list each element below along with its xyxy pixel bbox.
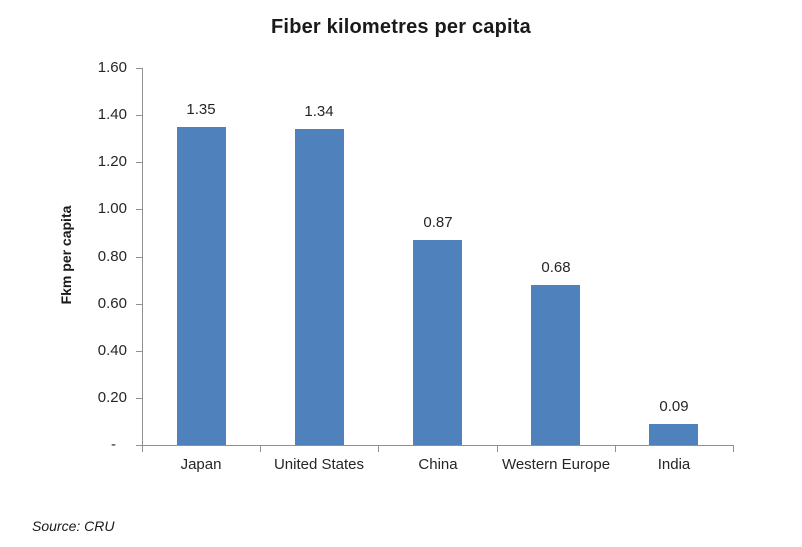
bar bbox=[413, 240, 462, 445]
y-tick-label: 0.40 bbox=[97, 342, 127, 359]
y-tick-mark bbox=[136, 115, 143, 116]
y-tick-label: 1.20 bbox=[97, 153, 127, 170]
y-axis-line bbox=[142, 68, 143, 445]
bar-value-label: 1.34 bbox=[304, 103, 334, 120]
source-note: Source: CRU bbox=[32, 518, 115, 534]
y-tick-mark bbox=[136, 351, 143, 352]
y-tick-mark bbox=[136, 304, 143, 305]
y-tick-label: 1.00 bbox=[97, 200, 127, 217]
chart-title: Fiber kilometres per capita bbox=[271, 16, 531, 38]
y-tick-mark bbox=[136, 68, 143, 69]
y-tick-mark bbox=[136, 445, 143, 446]
y-tick-mark bbox=[136, 209, 143, 210]
y-tick-mark bbox=[136, 162, 143, 163]
category-label: China bbox=[418, 456, 458, 473]
y-tick-label: - bbox=[111, 436, 116, 453]
x-tick-mark bbox=[260, 445, 261, 452]
y-tick-label: 1.60 bbox=[97, 59, 127, 76]
bar bbox=[295, 129, 344, 445]
x-tick-mark bbox=[497, 445, 498, 452]
bar-value-label: 0.68 bbox=[541, 259, 571, 276]
x-tick-mark bbox=[142, 445, 143, 452]
category-label: Japan bbox=[180, 456, 222, 473]
y-tick-label: 0.80 bbox=[97, 248, 127, 265]
category-label: United States bbox=[273, 456, 365, 473]
y-tick-label: 1.40 bbox=[97, 106, 127, 123]
category-label: Western Europe bbox=[501, 456, 611, 473]
x-tick-mark bbox=[378, 445, 379, 452]
x-tick-mark bbox=[733, 445, 734, 452]
bar-value-label: 1.35 bbox=[186, 101, 216, 118]
x-axis-line bbox=[142, 445, 733, 446]
bar-value-label: 0.09 bbox=[659, 398, 689, 415]
x-tick-mark bbox=[615, 445, 616, 452]
y-tick-label: 0.60 bbox=[97, 295, 127, 312]
bar bbox=[531, 285, 580, 445]
category-label: India bbox=[657, 456, 691, 473]
bar bbox=[649, 424, 698, 445]
y-tick-mark bbox=[136, 257, 143, 258]
bar-value-label: 0.87 bbox=[423, 214, 453, 231]
bar bbox=[177, 127, 226, 445]
y-tick-label: 0.20 bbox=[97, 389, 127, 406]
y-tick-mark bbox=[136, 398, 143, 399]
